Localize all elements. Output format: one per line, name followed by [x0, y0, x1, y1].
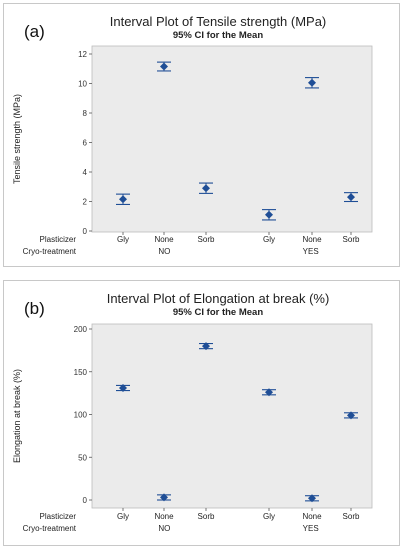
- chart-panel-a: (a) Interval Plot of Tensile strength (MP…: [3, 3, 400, 267]
- row-label-cryo-treatment: Cryo-treatment: [23, 247, 77, 256]
- category-label: Gly: [263, 512, 275, 521]
- panel-label: (a): [24, 22, 45, 41]
- chart-title: Interval Plot of Tensile strength (MPa): [110, 14, 327, 29]
- y-tick-label: 12: [78, 50, 87, 59]
- y-tick-label: 100: [74, 411, 88, 420]
- mean-marker: [265, 388, 273, 397]
- y-tick-label: 0: [83, 227, 88, 236]
- chart-title: Interval Plot of Elongation at break (%): [107, 291, 330, 306]
- y-tick-label: 2: [83, 198, 88, 207]
- category-label: None: [302, 512, 322, 521]
- category-label: None: [154, 235, 174, 244]
- mean-marker: [347, 193, 355, 202]
- row-label-plasticizer: Plasticizer: [40, 235, 77, 244]
- mean-marker: [160, 62, 168, 71]
- y-tick-label: 6: [83, 139, 88, 148]
- y-tick-label: 8: [83, 109, 88, 118]
- mean-marker: [265, 210, 273, 219]
- y-tick-label: 4: [83, 168, 88, 177]
- category-label: Gly: [117, 512, 129, 521]
- mean-marker: [202, 184, 210, 193]
- group-label: NO: [158, 247, 170, 256]
- row-label-cryo-treatment: Cryo-treatment: [23, 524, 77, 533]
- mean-marker: [347, 411, 355, 420]
- panel-label: (b): [24, 299, 45, 318]
- y-tick-label: 0: [83, 496, 88, 505]
- category-label: Sorb: [343, 235, 360, 244]
- category-label: Sorb: [343, 512, 360, 521]
- group-label: YES: [303, 247, 319, 256]
- y-axis-label: Tensile strength (MPa): [12, 94, 22, 184]
- y-tick-label: 150: [74, 368, 88, 377]
- chart-subtitle: 95% CI for the Mean: [173, 307, 263, 318]
- group-label: YES: [303, 524, 319, 533]
- plot-area: [91, 45, 373, 233]
- chart-a-svg: (a) Interval Plot of Tensile strength (MP…: [12, 14, 373, 256]
- mean-marker: [160, 493, 168, 502]
- plot-area: [91, 323, 373, 509]
- category-label: Gly: [263, 235, 275, 244]
- category-label: Gly: [117, 235, 129, 244]
- category-label: Sorb: [198, 512, 215, 521]
- mean-marker: [119, 195, 127, 204]
- y-axis-label: Elongation at break (%): [12, 369, 22, 463]
- category-label: Sorb: [198, 235, 215, 244]
- mean-marker: [308, 78, 316, 87]
- y-tick-label: 50: [78, 453, 87, 462]
- y-tick-label: 200: [74, 325, 88, 334]
- mean-marker: [308, 494, 316, 503]
- chart-panel-b: (b) Interval Plot of Elongation at break …: [3, 280, 400, 546]
- mean-marker: [202, 342, 210, 351]
- category-label: None: [154, 512, 174, 521]
- mean-marker: [119, 383, 127, 392]
- chart-subtitle: 95% CI for the Mean: [173, 30, 263, 41]
- chart-b-svg: (b) Interval Plot of Elongation at break …: [12, 291, 373, 533]
- category-label: None: [302, 235, 322, 244]
- row-label-plasticizer: Plasticizer: [40, 512, 77, 521]
- group-label: NO: [158, 524, 170, 533]
- y-tick-label: 10: [78, 80, 87, 89]
